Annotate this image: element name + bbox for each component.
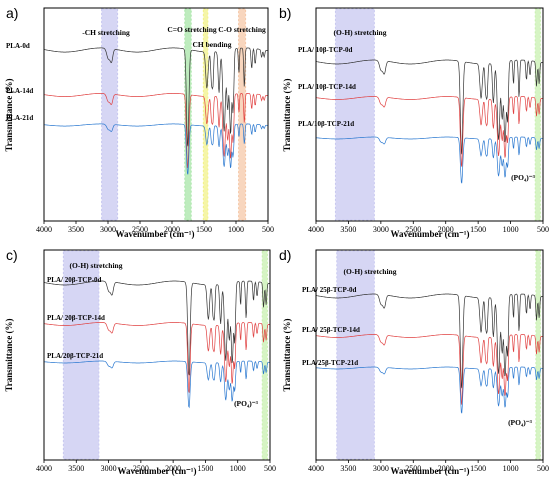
x-axis-label: Wavenumber (cm⁻¹) — [115, 229, 194, 239]
x-tick-label: 1500 — [196, 225, 212, 234]
x-tick-label: 500 — [537, 464, 549, 473]
panel-4: PLA/ 25β-TCP-0d PLA/ 25β-TCP-14d PLA/25β-T… — [279, 247, 549, 476]
x-axis-label: Wavenumber (cm⁻¹) — [390, 466, 469, 476]
series-label: PLA/ 25β-TCP-14d — [302, 326, 360, 334]
x-tick-label: 4000 — [308, 225, 324, 234]
band-label: (O-H) stretching — [70, 261, 123, 270]
band-highlight — [535, 250, 541, 460]
panel-letter: d) — [279, 247, 291, 263]
band-highlight — [238, 8, 247, 221]
series-label: PLA/ 25β-TCP-0d — [302, 286, 357, 294]
x-tick-label: 4000 — [36, 225, 52, 234]
x-tick-label: 1500 — [197, 464, 213, 473]
x-tick-label: 1000 — [228, 225, 244, 234]
x-tick-label: 3000 — [373, 225, 389, 234]
band-label: (PO₄)⁻³ — [508, 418, 533, 427]
series-label: PLA-21d — [6, 114, 33, 122]
series-line — [44, 322, 270, 393]
x-tick-label: 1500 — [470, 464, 486, 473]
x-tick-label: 3500 — [340, 225, 356, 234]
x-axis-label: Wavenumber (cm⁻¹) — [390, 229, 469, 239]
x-tick-label: 1500 — [470, 225, 486, 234]
series-label: PLA/ 20β-TCP-0d — [47, 276, 102, 284]
x-tick-label: 4000 — [308, 464, 324, 473]
x-tick-label: 500 — [264, 464, 276, 473]
y-axis-label: Transmittance (%) — [4, 78, 14, 151]
band-highlight — [62, 250, 100, 460]
band-highlight — [334, 8, 375, 221]
series-label: PLA/20β-TCP-21d — [47, 352, 103, 360]
panel-letter: c) — [6, 247, 18, 263]
series-label: PLA-14d — [6, 87, 33, 95]
x-tick-label: 2500 — [405, 225, 421, 234]
x-tick-label: 3500 — [340, 464, 356, 473]
plot-frame — [43, 249, 271, 461]
band-label: CH bending — [193, 40, 232, 49]
y-axis-label: Transmittance (%) — [282, 318, 292, 391]
panel-1: PLA-0d PLA-14d PLA-21d -CH stretching C=O st… — [4, 5, 274, 239]
band-label: (PO₄)⁻³ — [511, 173, 536, 182]
band-highlight — [534, 8, 541, 221]
x-tick-label: 1000 — [230, 464, 246, 473]
series-line — [316, 96, 543, 167]
x-tick-label: 4000 — [36, 464, 52, 473]
series-line — [316, 366, 543, 414]
x-tick-label: 3000 — [373, 464, 389, 473]
x-tick-label: 3000 — [101, 464, 117, 473]
x-tick-label: 2500 — [405, 464, 421, 473]
series-label: PLA/ 10β-TCP-0d — [298, 46, 353, 54]
series-label: PLA/ 10β-TCP-14d — [298, 83, 356, 91]
band-label: C=O stretching — [167, 25, 217, 34]
x-tick-label: 1000 — [503, 464, 519, 473]
band-highlight — [101, 8, 119, 221]
series-line — [315, 293, 543, 389]
x-tick-label: 2000 — [164, 225, 180, 234]
x-tick-label: 2000 — [438, 225, 454, 234]
x-tick-label: 3500 — [68, 225, 84, 234]
panel-letter: b) — [279, 5, 291, 21]
band-highlight — [261, 250, 268, 460]
series-line — [44, 123, 268, 175]
band-highlight — [336, 250, 375, 460]
x-tick-label: 2500 — [132, 225, 148, 234]
x-tick-label: 3500 — [68, 464, 84, 473]
series-label: PLA-0d — [6, 42, 30, 50]
band-label: (O-H) stretching — [344, 267, 397, 276]
y-axis-label: Transmittance (%) — [4, 318, 14, 391]
x-tick-label: 2500 — [133, 464, 149, 473]
band-label: (PO₄)⁻³ — [234, 399, 259, 408]
series-line — [43, 47, 268, 147]
series-line — [43, 280, 270, 376]
plot-frame — [43, 7, 269, 222]
band-highlight — [184, 8, 192, 221]
band-label: -CH stretching — [82, 28, 130, 37]
series-line — [316, 136, 543, 184]
x-tick-label: 2000 — [438, 464, 454, 473]
x-tick-label: 3000 — [100, 225, 116, 234]
y-axis-label: Transmittance (%) — [282, 78, 292, 151]
band-label: (O-H) stretching — [334, 28, 387, 37]
panel-letter: a) — [6, 5, 18, 21]
panel-3: PLA/ 20β-TCP-0d PLA/ 20β-TCP-14d PLA/20β-T… — [4, 247, 276, 476]
plot-frame — [315, 7, 544, 222]
series-line — [44, 360, 270, 409]
band-label: C-O stretching — [218, 25, 266, 34]
series-label: PLA/10β-TCP-21d — [298, 120, 354, 128]
x-tick-label: 1000 — [503, 225, 519, 234]
series-line — [316, 334, 543, 405]
series-line — [43, 93, 268, 168]
series-line — [315, 59, 543, 155]
x-tick-label: 500 — [262, 225, 274, 234]
series-label: PLA/ 20β-TCP-14d — [47, 314, 105, 322]
plot-frame — [315, 249, 544, 461]
x-axis-label: Wavenumber (cm⁻¹) — [117, 466, 196, 476]
x-tick-label: 500 — [537, 225, 549, 234]
x-tick-label: 2000 — [165, 464, 181, 473]
series-label: PLA/25β-TCP-21d — [302, 359, 358, 367]
panel-2: PLA/ 10β-TCP-0d PLA/ 10β-TCP-14d PLA/10β-T… — [279, 5, 549, 239]
